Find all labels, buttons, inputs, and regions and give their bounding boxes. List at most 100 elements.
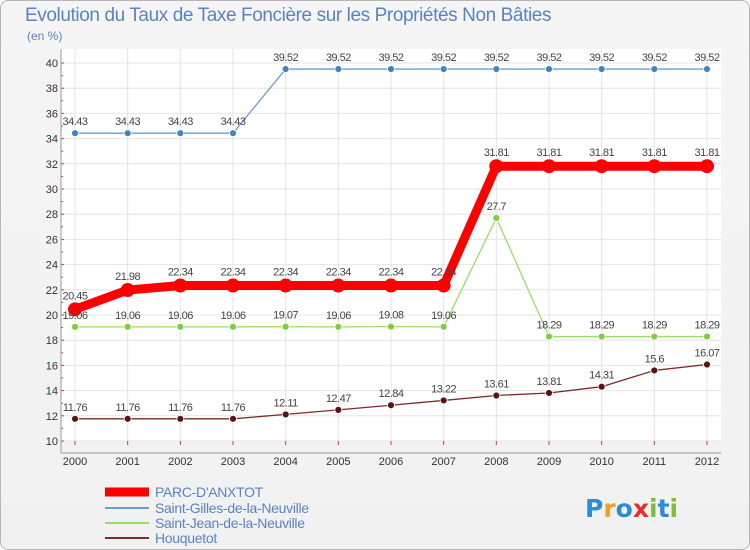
- x-tick-label: 2003: [221, 456, 245, 468]
- legend-label: PARC-D'ANXTOT: [155, 484, 264, 500]
- data-label: 11.76: [63, 402, 88, 414]
- data-label: 31.81: [694, 147, 719, 159]
- data-label: 18.29: [536, 320, 561, 332]
- data-point: [597, 382, 606, 391]
- data-label: 19.06: [62, 310, 87, 322]
- y-tick-label: 32: [46, 159, 58, 171]
- data-point: [439, 65, 448, 73]
- y-tick-label: 28: [46, 209, 58, 221]
- data-point: [439, 322, 448, 331]
- data-label: 39.52: [273, 52, 298, 64]
- data-labels: 34.43 34.43 34.43 34.43 39.52 39.52 39.52 39.52…: [62, 52, 720, 414]
- data-label: 39.52: [536, 52, 561, 64]
- y-tick-label: 20: [46, 310, 58, 322]
- data-label: 39.52: [431, 52, 456, 64]
- data-label: 19.06: [431, 310, 456, 322]
- data-label: 19.07: [273, 310, 298, 322]
- data-label: 19.06: [168, 310, 193, 322]
- data-point: [545, 332, 553, 341]
- data-point: [334, 65, 343, 73]
- data-label: 39.52: [694, 52, 719, 64]
- data-label: 39.52: [642, 52, 667, 64]
- legend-label: Saint-Gilles-de-la-Neuville: [155, 500, 309, 516]
- data-point: [71, 322, 79, 331]
- chart-title: Evolution du Taux de Taxe Foncière sur l…: [25, 5, 552, 26]
- y-tick-label: 24: [46, 260, 58, 272]
- data-label: 18.29: [589, 320, 614, 332]
- data-point: [597, 332, 606, 341]
- data-label: 18.29: [642, 320, 667, 332]
- data-label: 13.81: [536, 376, 561, 388]
- data-point: [650, 366, 659, 375]
- x-tick-label: 2008: [484, 456, 508, 468]
- data-label: 11.76: [116, 402, 141, 414]
- axes: 10 12 14 16 18 20 22 24 26 28 30 32 34 36 38 40 2000 2001…: [46, 49, 721, 468]
- legend-label: Houquetot: [155, 530, 217, 546]
- data-point: [545, 65, 553, 73]
- data-point: [387, 401, 395, 410]
- data-point: [226, 278, 240, 293]
- data-point: [281, 65, 290, 73]
- data-label: 31.81: [484, 147, 509, 159]
- y-axis-unit: (en %): [27, 29, 63, 43]
- data-point: [123, 414, 132, 423]
- data-point: [700, 159, 714, 174]
- legend-label: Saint-Jean-de-la-Neuville: [155, 515, 305, 531]
- data-point: [492, 65, 501, 73]
- data-point: [331, 278, 346, 293]
- data-point: [123, 129, 132, 138]
- data-label: 22.34: [273, 267, 298, 279]
- data-label: 39.52: [589, 52, 614, 64]
- y-tick-label: 30: [46, 184, 58, 196]
- data-point: [173, 278, 188, 293]
- data-point: [650, 65, 659, 73]
- y-tick-label: 12: [46, 411, 58, 423]
- data-label: 22.34: [168, 267, 193, 279]
- data-label: 34.43: [168, 116, 193, 128]
- x-tick-label: 2002: [168, 456, 192, 468]
- data-label: 19.06: [220, 310, 245, 322]
- data-point: [703, 360, 711, 369]
- data-point: [542, 159, 556, 174]
- data-label: 22.34: [431, 267, 456, 279]
- data-label: 19.06: [115, 310, 140, 322]
- data-point: [71, 414, 79, 423]
- y-tick-label: 16: [46, 360, 58, 372]
- data-point: [123, 322, 132, 331]
- data-label: 39.52: [484, 52, 509, 64]
- data-point: [120, 283, 135, 298]
- data-point: [68, 302, 82, 317]
- y-tick-label: 14: [46, 386, 58, 398]
- data-label: 22.34: [326, 267, 351, 279]
- data-point: [229, 414, 237, 423]
- logo-text: Proxiti: [585, 494, 678, 523]
- data-label: 21.98: [115, 271, 140, 283]
- data-label: 19.06: [326, 310, 351, 322]
- data-point: [703, 332, 711, 341]
- data-label: 31.81: [536, 147, 561, 159]
- data-point: [492, 391, 501, 400]
- data-label: 39.52: [326, 52, 351, 64]
- data-point: [229, 322, 237, 331]
- data-label: 34.43: [220, 116, 245, 128]
- data-label: 13.61: [484, 379, 509, 391]
- y-tick-label: 22: [46, 285, 58, 297]
- data-label: 34.43: [115, 116, 140, 128]
- data-point: [71, 129, 79, 138]
- series-group: [68, 65, 714, 423]
- x-tick-label: 2006: [379, 456, 403, 468]
- data-label: 39.52: [378, 52, 403, 64]
- proxiti-logo: Proxiti: [585, 494, 678, 523]
- data-point: [597, 65, 606, 73]
- data-point: [489, 159, 504, 174]
- data-label: 11.76: [168, 402, 193, 414]
- y-tick-label: 38: [46, 83, 58, 95]
- y-tick-label: 10: [46, 436, 58, 448]
- data-point: [492, 214, 501, 222]
- grid: [61, 49, 721, 442]
- x-tick-label: 2004: [273, 456, 297, 468]
- data-label: 20.45: [62, 290, 87, 302]
- x-tick-label: 2011: [643, 456, 667, 468]
- data-label: 27.7: [487, 201, 507, 213]
